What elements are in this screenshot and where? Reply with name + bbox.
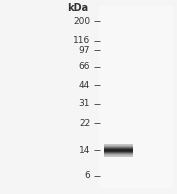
Bar bbox=[104, 156, 133, 157]
Bar bbox=[104, 144, 133, 145]
Text: 116: 116 bbox=[73, 36, 90, 45]
Text: 6: 6 bbox=[85, 171, 90, 180]
Bar bbox=[104, 153, 133, 154]
Bar bbox=[104, 147, 133, 148]
Text: 97: 97 bbox=[79, 46, 90, 55]
Bar bbox=[104, 146, 133, 147]
Bar bbox=[104, 149, 133, 150]
Text: 44: 44 bbox=[79, 81, 90, 90]
Text: 22: 22 bbox=[79, 119, 90, 128]
Bar bbox=[104, 145, 133, 146]
Text: kDa: kDa bbox=[67, 3, 88, 13]
Bar bbox=[104, 152, 133, 153]
Bar bbox=[104, 148, 133, 149]
Text: 66: 66 bbox=[79, 62, 90, 71]
Text: 200: 200 bbox=[73, 17, 90, 26]
Bar bbox=[104, 155, 133, 156]
Bar bbox=[104, 150, 133, 151]
Text: 31: 31 bbox=[79, 99, 90, 108]
Bar bbox=[99, 6, 173, 188]
Bar bbox=[104, 154, 133, 155]
Text: 14: 14 bbox=[79, 146, 90, 155]
Bar bbox=[104, 151, 133, 152]
